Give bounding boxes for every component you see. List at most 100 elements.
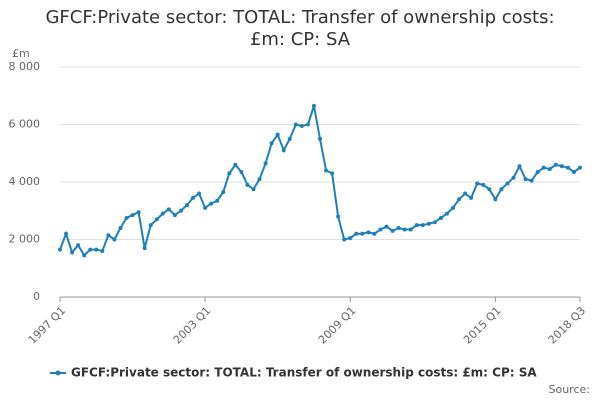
point bbox=[535, 169, 540, 174]
point bbox=[209, 201, 214, 206]
point bbox=[203, 205, 208, 210]
point bbox=[239, 169, 244, 174]
point bbox=[559, 164, 564, 169]
point bbox=[311, 103, 316, 108]
point bbox=[451, 205, 456, 210]
point bbox=[438, 215, 443, 220]
source: Source: bbox=[549, 383, 591, 396]
point bbox=[287, 136, 292, 141]
point bbox=[275, 132, 280, 137]
point bbox=[487, 187, 492, 192]
y-tick-label: 4 000 bbox=[9, 175, 41, 188]
x-tick-label: 1997 Q1 bbox=[26, 304, 69, 347]
chart-title: GFCF:Private sector: TOTAL: Transfer of … bbox=[45, 7, 554, 28]
point bbox=[124, 215, 129, 220]
x-tick-label: 2015 Q1 bbox=[461, 304, 504, 347]
x-tick-label: 2009 Q1 bbox=[316, 304, 359, 347]
point bbox=[299, 123, 304, 128]
point bbox=[130, 213, 135, 218]
x-tick-label: 2003 Q1 bbox=[171, 304, 214, 347]
point bbox=[541, 165, 546, 170]
point bbox=[402, 227, 407, 232]
point bbox=[136, 210, 141, 215]
point bbox=[257, 177, 262, 182]
point bbox=[64, 231, 69, 236]
y-tick-label: 8 000 bbox=[9, 60, 41, 73]
point bbox=[571, 169, 576, 174]
point bbox=[408, 227, 413, 232]
point bbox=[348, 236, 353, 241]
x-tick-label: 2018 Q3 bbox=[546, 304, 589, 347]
point bbox=[118, 226, 123, 230]
point bbox=[517, 164, 522, 169]
point bbox=[565, 165, 570, 170]
point bbox=[100, 249, 105, 253]
point bbox=[293, 122, 298, 127]
point bbox=[469, 195, 474, 200]
point bbox=[154, 217, 159, 222]
point bbox=[499, 187, 504, 192]
point bbox=[221, 190, 226, 195]
point bbox=[426, 221, 431, 226]
point bbox=[336, 214, 341, 219]
point bbox=[269, 141, 274, 146]
point bbox=[166, 207, 171, 212]
point bbox=[372, 231, 377, 236]
point bbox=[354, 231, 359, 236]
point bbox=[94, 247, 99, 252]
point bbox=[197, 191, 202, 196]
point bbox=[481, 182, 486, 187]
point bbox=[106, 233, 111, 238]
legend-swatch bbox=[55, 370, 61, 376]
point bbox=[112, 237, 117, 242]
y-tick-label: 0 bbox=[33, 290, 40, 303]
point bbox=[82, 253, 87, 258]
point bbox=[505, 181, 510, 186]
point bbox=[378, 227, 383, 232]
y-tick-label: 6 000 bbox=[9, 118, 41, 131]
point bbox=[457, 197, 462, 202]
point bbox=[396, 226, 401, 230]
point bbox=[58, 247, 62, 252]
point bbox=[172, 213, 177, 218]
point bbox=[463, 191, 468, 196]
point bbox=[324, 168, 329, 173]
point bbox=[88, 247, 93, 252]
point bbox=[76, 243, 81, 248]
point bbox=[432, 220, 437, 225]
point bbox=[160, 211, 165, 216]
point bbox=[330, 171, 335, 176]
point bbox=[390, 228, 395, 233]
point bbox=[251, 187, 256, 192]
point bbox=[384, 224, 389, 229]
point bbox=[191, 195, 196, 200]
point bbox=[342, 237, 347, 242]
point bbox=[233, 162, 238, 167]
point bbox=[305, 122, 310, 127]
point bbox=[70, 250, 75, 255]
point bbox=[493, 197, 498, 202]
point bbox=[366, 230, 371, 235]
y-tick-label: 2 000 bbox=[9, 233, 41, 246]
point bbox=[148, 223, 153, 228]
point bbox=[215, 198, 220, 203]
point bbox=[444, 211, 449, 216]
y-axis-label: £m bbox=[12, 47, 30, 60]
point bbox=[142, 246, 147, 251]
point bbox=[511, 175, 516, 180]
point bbox=[553, 162, 558, 167]
point bbox=[227, 171, 232, 176]
point bbox=[547, 167, 552, 172]
point bbox=[414, 223, 419, 228]
point bbox=[281, 148, 286, 153]
point bbox=[178, 208, 183, 213]
point bbox=[184, 203, 189, 207]
point bbox=[578, 165, 582, 170]
point bbox=[475, 181, 480, 186]
point bbox=[245, 182, 250, 187]
point bbox=[529, 178, 534, 183]
point bbox=[420, 223, 425, 228]
point bbox=[360, 231, 365, 236]
chart-title: £m: CP: SA bbox=[250, 29, 351, 50]
